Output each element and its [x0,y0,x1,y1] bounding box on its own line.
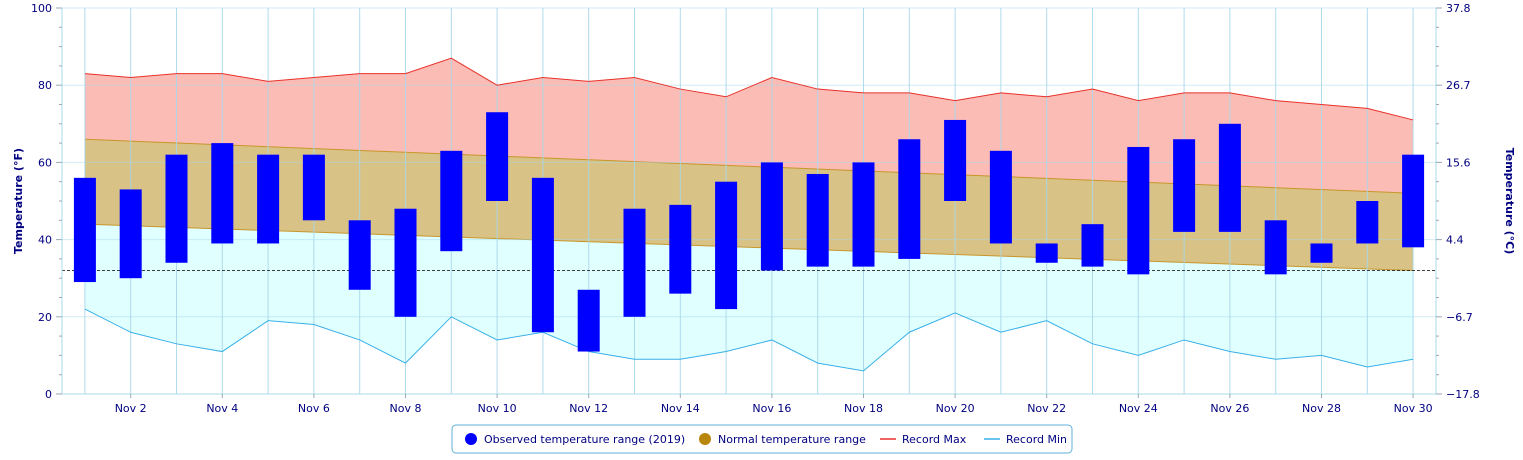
x-tick-label: Nov 12 [569,402,608,415]
observed-bar[interactable] [1264,220,1287,275]
observed-bar[interactable] [669,204,692,294]
legend-observed-marker [465,433,477,445]
observed-bar[interactable] [1035,243,1058,263]
observed-bar[interactable] [1127,146,1150,275]
normal-range-band [84,139,1414,271]
observed-bar[interactable] [760,162,783,271]
x-tick-label: Nov 28 [1302,402,1341,415]
observed-bar[interactable] [1081,224,1104,267]
observed-bars [73,112,1425,352]
x-tick-label: Nov 30 [1394,402,1433,415]
legend: Observed temperature range (2019) Normal… [451,424,1073,454]
observed-bar[interactable] [257,154,280,244]
record-lines [62,57,1436,372]
observed-bar[interactable] [119,189,142,279]
observed-bar[interactable] [806,173,829,267]
legend-item-observed[interactable]: Observed temperature range (2019) [465,433,685,446]
observed-bar[interactable] [852,162,875,267]
record-min-line [84,308,1414,372]
y-tick-label-right: 4.4 [1446,234,1464,247]
x-tick-label: Nov 22 [1027,402,1066,415]
x-tick-label: Nov 2 [115,402,147,415]
legend-normal-label: Normal temperature range [718,433,866,446]
y-tick-label-left: 40 [38,234,52,247]
observed-bar[interactable] [1402,154,1425,248]
x-tick-label: Nov 4 [206,402,238,415]
x-tick-label: Nov 18 [844,402,883,415]
observed-bar[interactable] [1310,243,1333,263]
observed-bar[interactable] [486,112,509,201]
legend-item-record-min[interactable]: Record Min [984,433,1067,446]
y-tick-label-right: −17.8 [1446,388,1480,401]
observed-bar[interactable] [989,150,1012,244]
y-axis-left-title: Temperature (°F) [12,148,25,254]
legend-box [451,424,1073,454]
observed-bar[interactable] [348,220,371,290]
observed-bar[interactable] [1173,139,1196,232]
y-tick-label-right: 37.8 [1446,2,1471,15]
legend-record-min-label: Record Min [1006,433,1067,446]
legend-item-normal[interactable]: Normal temperature range [699,433,866,446]
x-tick-label: Nov 6 [298,402,330,415]
observed-bar[interactable] [944,119,967,201]
y-tick-label-left: 100 [31,2,52,15]
observed-bar[interactable] [1218,123,1241,232]
observed-bar[interactable] [440,150,463,252]
x-tick-label: Nov 20 [936,402,975,415]
axes: 0 −17.8 20 −6.7 40 4.4 60 15.6 80 26.7 100 37.8 Nov … [31,2,1480,415]
observed-bar[interactable] [898,139,921,259]
record-high-band [84,58,1414,194]
record-max-line [84,57,1414,121]
observed-bar[interactable] [394,208,417,317]
observed-bar[interactable] [211,143,234,244]
observed-bar[interactable] [715,181,738,310]
y-tick-label-right: 15.6 [1446,156,1471,169]
y-tick-label-left: 80 [38,79,52,92]
y-tick-label-right: 26.7 [1446,79,1471,92]
observed-bar[interactable] [1356,201,1379,244]
y-tick-label-left: 60 [38,156,52,169]
observed-bar[interactable] [73,177,96,283]
legend-normal-marker [699,433,711,445]
legend-record-max-label: Record Max [902,433,967,446]
x-tick-label: Nov 14 [661,402,700,415]
x-tick-label: Nov 16 [752,402,791,415]
x-tick-label: Nov 8 [390,402,422,415]
record-low-band [84,224,1414,371]
x-tick-label: Nov 24 [1119,402,1158,415]
x-tick-label: Nov 26 [1210,402,1249,415]
legend-item-record-max[interactable]: Record Max [880,433,967,446]
background-bands [84,58,1414,371]
y-tick-label-left: 20 [38,311,52,324]
x-tick-label: Nov 10 [478,402,517,415]
legend-observed-label: Observed temperature range (2019) [484,433,685,446]
y-tick-label-right: −6.7 [1446,311,1473,324]
observed-bar[interactable] [531,177,554,333]
y-axis-right-title: Temperature (°C) [1503,148,1516,255]
observed-bar[interactable] [302,154,325,221]
observed-bar[interactable] [577,289,600,352]
observed-bar[interactable] [623,208,646,317]
normal-low-line [84,223,1414,271]
y-tick-label-left: 0 [45,388,52,401]
observed-bar[interactable] [165,154,188,263]
